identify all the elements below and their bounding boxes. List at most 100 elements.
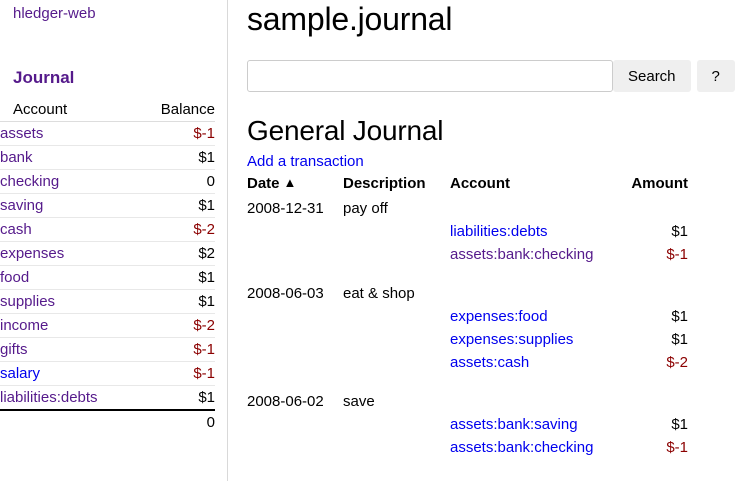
accounts-table-head: Account Balance xyxy=(0,100,215,122)
transaction-account-spacer xyxy=(450,195,628,220)
transaction-row: 2008-06-03 eat & shop xyxy=(247,280,688,305)
account-link[interactable]: food xyxy=(0,269,30,286)
accounts-total-row: 0 xyxy=(0,409,215,434)
posting-account-link[interactable]: assets:bank:saving xyxy=(450,416,578,433)
sort-ascending-icon: ▲ xyxy=(283,175,297,190)
posting-amount: $-1 xyxy=(666,439,688,456)
posting-account-link[interactable]: assets:bank:checking xyxy=(450,246,594,263)
page-title: sample.journal xyxy=(247,1,453,37)
sidebar: hledger-web Journal Account Balance asse… xyxy=(0,0,228,481)
posting-account-link[interactable]: expenses:supplies xyxy=(450,331,574,348)
account-row: gifts $-1 xyxy=(0,337,215,362)
account-name-cell: income xyxy=(0,313,108,338)
transaction-amount-spacer xyxy=(628,195,688,220)
account-link[interactable]: saving xyxy=(0,197,44,214)
account-name-cell: food xyxy=(0,265,108,290)
posting-row: assets:bank:checking $-1 xyxy=(247,436,688,459)
posting-account-link[interactable]: expenses:food xyxy=(450,308,548,325)
posting-account-cell: expenses:food xyxy=(450,305,628,328)
account-link[interactable]: bank xyxy=(0,149,33,166)
account-row: supplies $1 xyxy=(0,289,215,314)
transaction-account-spacer xyxy=(450,280,628,305)
posting-account-cell: assets:bank:checking xyxy=(450,243,628,266)
posting-description-spacer xyxy=(343,351,450,374)
account-row: assets $-1 xyxy=(0,121,215,146)
posting-date-spacer xyxy=(247,243,343,266)
account-row: expenses $2 xyxy=(0,241,215,266)
transaction-spacer xyxy=(247,266,688,280)
transaction-amount-spacer xyxy=(628,388,688,413)
account-name-cell: cash xyxy=(0,217,108,242)
posting-amount: $1 xyxy=(671,331,688,348)
accounts-total-label-cell xyxy=(0,409,108,434)
transaction-description: pay off xyxy=(343,200,388,217)
posting-date-spacer xyxy=(247,351,343,374)
account-link[interactable]: supplies xyxy=(0,293,56,310)
account-balance-cell: $-1 xyxy=(107,361,215,386)
account-link[interactable]: liabilities:debts xyxy=(0,389,98,406)
account-name-cell: checking xyxy=(0,169,108,194)
account-name-cell: liabilities:debts xyxy=(0,385,108,411)
accounts-header-row: Account Balance xyxy=(0,100,215,122)
posting-row: expenses:food $1 xyxy=(247,305,688,328)
help-button[interactable]: ? xyxy=(696,60,735,92)
account-link[interactable]: assets xyxy=(0,125,44,142)
search-button[interactable]: Search xyxy=(613,60,691,92)
journal-column-header-account[interactable]: Account xyxy=(450,175,510,192)
journal-column-header-description[interactable]: Description xyxy=(343,175,426,192)
search-input[interactable] xyxy=(247,60,613,92)
journal-column-header-date[interactable]: Date ▲ xyxy=(247,174,343,195)
account-balance-cell: $-1 xyxy=(107,121,215,146)
accounts-table-body: assets $-1 bank $1 checking 0 saving $1 cash $-2 e… xyxy=(0,121,215,434)
posting-description-spacer xyxy=(343,436,450,459)
account-link[interactable]: salary xyxy=(0,365,41,382)
account-balance-cell: $1 xyxy=(107,385,215,411)
account-link[interactable]: income xyxy=(0,317,49,334)
account-balance-cell: $-2 xyxy=(107,313,215,338)
transaction-date: 2008-12-31 xyxy=(247,200,324,217)
account-link[interactable]: checking xyxy=(0,173,60,190)
sidebar-journal-link[interactable]: Journal xyxy=(13,68,75,87)
accounts-total-value: 0 xyxy=(107,409,215,434)
main-content: sample.journal Search ? General Journal … xyxy=(228,0,742,481)
account-name-cell: assets xyxy=(0,121,108,146)
add-transaction-link[interactable]: Add a transaction xyxy=(247,153,364,170)
posting-date-spacer xyxy=(247,220,343,243)
posting-account-link[interactable]: assets:bank:checking xyxy=(450,439,594,456)
account-name-cell: expenses xyxy=(0,241,108,266)
account-balance-cell: $2 xyxy=(107,241,215,266)
app-brand-link[interactable]: hledger-web xyxy=(13,5,96,22)
posting-account-cell: expenses:supplies xyxy=(450,328,628,351)
posting-description-spacer xyxy=(343,328,450,351)
journal-table-head: Date ▲ Description Account Amount xyxy=(247,174,688,195)
account-row: liabilities:debts $1 xyxy=(0,385,215,411)
posting-amount: $1 xyxy=(671,308,688,325)
posting-date-spacer xyxy=(247,305,343,328)
account-balance-cell: $-2 xyxy=(107,217,215,242)
account-link[interactable]: expenses xyxy=(0,245,65,262)
posting-date-spacer xyxy=(247,328,343,351)
account-link[interactable]: gifts xyxy=(0,341,28,358)
section-title: General Journal xyxy=(247,115,444,146)
account-row: cash $-2 xyxy=(0,217,215,242)
transaction-amount-spacer xyxy=(628,280,688,305)
posting-row: assets:cash $-2 xyxy=(247,351,688,374)
posting-account-link[interactable]: assets:cash xyxy=(450,354,530,371)
posting-row: liabilities:debts $1 xyxy=(247,220,688,243)
account-link[interactable]: cash xyxy=(0,221,32,238)
journal-header-date-label: Date xyxy=(247,175,280,192)
posting-account-cell: assets:bank:saving xyxy=(450,413,628,436)
account-balance-cell: 0 xyxy=(107,169,215,194)
spacer-cell xyxy=(247,266,688,280)
posting-row: expenses:supplies $1 xyxy=(247,328,688,351)
posting-account-link[interactable]: liabilities:debts xyxy=(450,223,548,240)
posting-description-spacer xyxy=(343,220,450,243)
account-row: checking 0 xyxy=(0,169,215,194)
account-name-cell: salary xyxy=(0,361,108,386)
accounts-column-header-balance: Balance xyxy=(107,100,215,122)
journal-table-body: 2008-12-31 pay off liabilities:debts $1 asse… xyxy=(247,195,688,459)
posting-account-cell: assets:bank:checking xyxy=(450,436,628,459)
posting-row: assets:bank:checking $-1 xyxy=(247,243,688,266)
transaction-date: 2008-06-03 xyxy=(247,285,324,302)
journal-column-header-amount[interactable]: Amount xyxy=(631,175,688,192)
